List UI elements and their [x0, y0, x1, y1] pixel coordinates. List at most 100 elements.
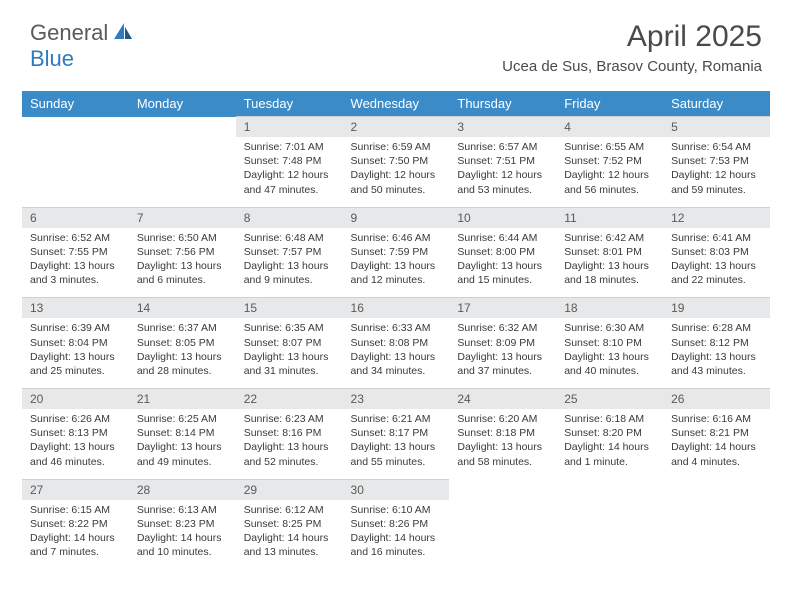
sunset-text: Sunset: 8:18 PM	[457, 426, 548, 440]
day-number: 16	[351, 301, 364, 315]
sunset-text: Sunset: 7:50 PM	[351, 154, 442, 168]
logo-text-general: General	[30, 20, 108, 46]
daynum-row: 27282930	[22, 479, 770, 500]
sunset-text: Sunset: 8:20 PM	[564, 426, 655, 440]
day-number-cell	[449, 479, 556, 500]
day-number-cell: 23	[343, 389, 450, 410]
sunset-text: Sunset: 8:14 PM	[137, 426, 228, 440]
daylight-text: Daylight: 13 hours and 15 minutes.	[457, 259, 548, 287]
weekday-header-row: Sunday Monday Tuesday Wednesday Thursday…	[22, 91, 770, 117]
sunrise-text: Sunrise: 6:25 AM	[137, 412, 228, 426]
daylight-text: Daylight: 13 hours and 22 minutes.	[671, 259, 762, 287]
day-data-cell: Sunrise: 6:55 AMSunset: 7:52 PMDaylight:…	[556, 137, 663, 207]
data-row: Sunrise: 7:01 AMSunset: 7:48 PMDaylight:…	[22, 137, 770, 207]
daylight-text: Daylight: 13 hours and 52 minutes.	[244, 440, 335, 468]
daylight-text: Daylight: 13 hours and 46 minutes.	[30, 440, 121, 468]
sunset-text: Sunset: 8:09 PM	[457, 336, 548, 350]
sunset-text: Sunset: 7:48 PM	[244, 154, 335, 168]
day-data-cell: Sunrise: 6:33 AMSunset: 8:08 PMDaylight:…	[343, 318, 450, 388]
sunrise-text: Sunrise: 6:55 AM	[564, 140, 655, 154]
day-number: 19	[671, 301, 684, 315]
day-data-cell: Sunrise: 6:35 AMSunset: 8:07 PMDaylight:…	[236, 318, 343, 388]
sunrise-text: Sunrise: 6:16 AM	[671, 412, 762, 426]
sunset-text: Sunset: 7:57 PM	[244, 245, 335, 259]
daylight-text: Daylight: 13 hours and 34 minutes.	[351, 350, 442, 378]
day-number-cell: 21	[129, 389, 236, 410]
sunset-text: Sunset: 8:22 PM	[30, 517, 121, 531]
sunrise-text: Sunrise: 6:20 AM	[457, 412, 548, 426]
sunset-text: Sunset: 7:59 PM	[351, 245, 442, 259]
logo: General	[30, 20, 136, 46]
sunset-text: Sunset: 8:12 PM	[671, 336, 762, 350]
day-number-cell: 9	[343, 207, 450, 228]
day-data-cell: Sunrise: 6:30 AMSunset: 8:10 PMDaylight:…	[556, 318, 663, 388]
daylight-text: Daylight: 12 hours and 50 minutes.	[351, 168, 442, 196]
sunset-text: Sunset: 8:21 PM	[671, 426, 762, 440]
day-number: 17	[457, 301, 470, 315]
day-number: 27	[30, 483, 43, 497]
sunset-text: Sunset: 8:16 PM	[244, 426, 335, 440]
day-data-cell: Sunrise: 6:52 AMSunset: 7:55 PMDaylight:…	[22, 228, 129, 298]
day-number: 2	[351, 120, 358, 134]
daylight-text: Daylight: 12 hours and 47 minutes.	[244, 168, 335, 196]
day-number-cell: 15	[236, 298, 343, 319]
day-number-cell: 24	[449, 389, 556, 410]
calendar-table: Sunday Monday Tuesday Wednesday Thursday…	[22, 91, 770, 569]
calendar-body: 12345Sunrise: 7:01 AMSunset: 7:48 PMDayl…	[22, 117, 770, 570]
daylight-text: Daylight: 14 hours and 1 minute.	[564, 440, 655, 468]
day-number-cell	[22, 117, 129, 138]
day-number: 11	[564, 211, 576, 225]
day-data-cell	[663, 500, 770, 570]
logo-blue-line: Blue	[30, 46, 74, 72]
daylight-text: Daylight: 14 hours and 10 minutes.	[137, 531, 228, 559]
day-number-cell: 16	[343, 298, 450, 319]
day-number-cell: 27	[22, 479, 129, 500]
data-row: Sunrise: 6:26 AMSunset: 8:13 PMDaylight:…	[22, 409, 770, 479]
sunrise-text: Sunrise: 6:30 AM	[564, 321, 655, 335]
sunrise-text: Sunrise: 6:23 AM	[244, 412, 335, 426]
day-data-cell: Sunrise: 6:23 AMSunset: 8:16 PMDaylight:…	[236, 409, 343, 479]
sunrise-text: Sunrise: 6:44 AM	[457, 231, 548, 245]
day-data-cell	[129, 137, 236, 207]
sunset-text: Sunset: 7:51 PM	[457, 154, 548, 168]
daylight-text: Daylight: 13 hours and 58 minutes.	[457, 440, 548, 468]
day-number-cell: 22	[236, 389, 343, 410]
weekday-header: Sunday	[22, 91, 129, 117]
day-number-cell: 18	[556, 298, 663, 319]
sunset-text: Sunset: 8:17 PM	[351, 426, 442, 440]
daylight-text: Daylight: 13 hours and 9 minutes.	[244, 259, 335, 287]
sunrise-text: Sunrise: 6:32 AM	[457, 321, 548, 335]
day-number-cell: 20	[22, 389, 129, 410]
day-number-cell: 8	[236, 207, 343, 228]
daylight-text: Daylight: 13 hours and 3 minutes.	[30, 259, 121, 287]
sunset-text: Sunset: 8:26 PM	[351, 517, 442, 531]
day-number-cell: 25	[556, 389, 663, 410]
sunrise-text: Sunrise: 6:13 AM	[137, 503, 228, 517]
daylight-text: Daylight: 13 hours and 12 minutes.	[351, 259, 442, 287]
sunrise-text: Sunrise: 6:57 AM	[457, 140, 548, 154]
day-data-cell: Sunrise: 6:32 AMSunset: 8:09 PMDaylight:…	[449, 318, 556, 388]
day-number: 13	[30, 301, 43, 315]
data-row: Sunrise: 6:15 AMSunset: 8:22 PM Daylight:…	[22, 500, 770, 570]
day-data-cell: Sunrise: 6:39 AMSunset: 8:04 PMDaylight:…	[22, 318, 129, 388]
sunset-text: Sunset: 7:52 PM	[564, 154, 655, 168]
day-number: 6	[30, 211, 37, 225]
logo-text-blue: Blue	[30, 46, 74, 71]
day-number: 23	[351, 392, 364, 406]
day-number: 9	[351, 211, 358, 225]
weekday-header: Monday	[129, 91, 236, 117]
sunset-text: Sunset: 8:13 PM	[30, 426, 121, 440]
day-number-cell: 28	[129, 479, 236, 500]
day-data-cell: Sunrise: 6:21 AMSunset: 8:17 PMDaylight:…	[343, 409, 450, 479]
header: General April 2025 Ucea de Sus, Brasov C…	[0, 0, 792, 83]
sunrise-text: Sunrise: 6:21 AM	[351, 412, 442, 426]
day-number-cell: 26	[663, 389, 770, 410]
day-data-cell: Sunrise: 6:50 AMSunset: 7:56 PMDaylight:…	[129, 228, 236, 298]
day-number: 4	[564, 120, 571, 134]
daynum-row: 12345	[22, 117, 770, 138]
day-data-cell: Sunrise: 7:01 AMSunset: 7:48 PMDaylight:…	[236, 137, 343, 207]
sunrise-text: Sunrise: 6:15 AM	[30, 503, 121, 517]
day-number-cell: 1	[236, 117, 343, 138]
weekday-header: Tuesday	[236, 91, 343, 117]
day-data-cell: Sunrise: 6:44 AMSunset: 8:00 PMDaylight:…	[449, 228, 556, 298]
